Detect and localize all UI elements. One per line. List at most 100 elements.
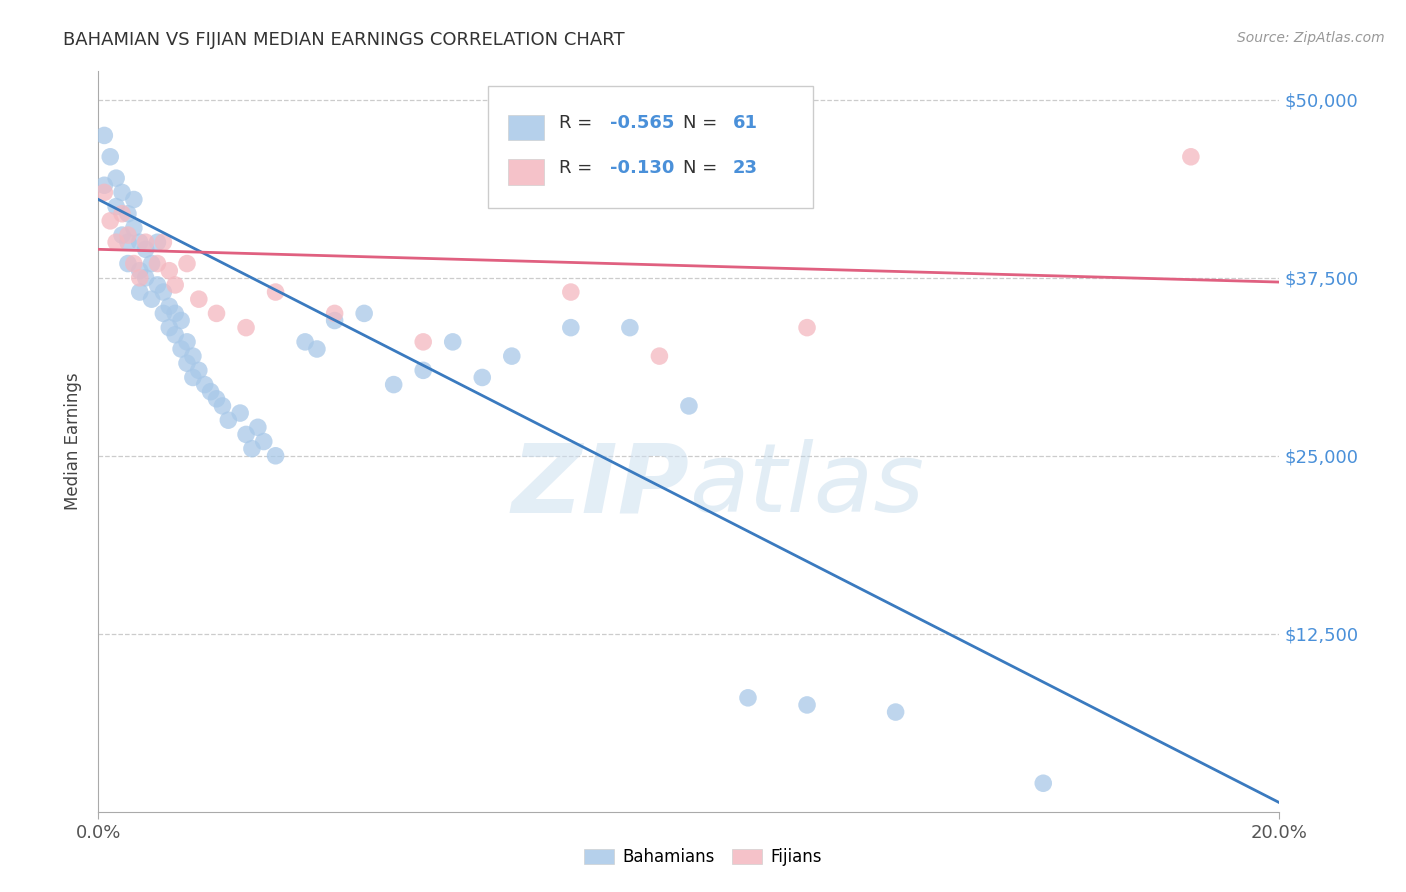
Point (152, 306, 174, 320)
Point (1180, 150, 1202, 164)
Point (117, 256, 139, 270)
Text: 61: 61 (733, 114, 758, 132)
Point (471, 370, 494, 384)
Point (211, 399, 233, 413)
Point (105, 235, 128, 250)
Legend: Bahamians, Fijians: Bahamians, Fijians (578, 842, 828, 873)
Point (412, 334, 434, 349)
Point (122, 221, 145, 235)
Point (353, 306, 375, 320)
Point (181, 370, 204, 384)
Point (117, 235, 139, 250)
Point (170, 342, 193, 356)
Point (264, 449, 287, 463)
Point (157, 320, 180, 334)
Point (181, 349, 204, 363)
Point (217, 413, 239, 427)
Point (165, 306, 187, 320)
Point (128, 270, 150, 285)
Point (93, 178, 115, 193)
Point (141, 292, 163, 306)
Point (98, 150, 121, 164)
Text: ZIP: ZIP (510, 440, 689, 533)
Y-axis label: Median Earnings: Median Earnings (65, 373, 83, 510)
Point (128, 285, 150, 299)
Point (93, 128, 115, 143)
Point (141, 256, 163, 270)
Point (176, 256, 198, 270)
Text: Source: ZipAtlas.com: Source: ZipAtlas.com (1237, 31, 1385, 45)
Point (560, 320, 582, 334)
Point (229, 406, 252, 420)
Point (796, 698, 818, 712)
FancyBboxPatch shape (488, 87, 813, 209)
Point (105, 200, 128, 214)
Point (264, 285, 287, 299)
Point (187, 292, 209, 306)
Text: 23: 23 (733, 159, 758, 177)
Point (93, 186, 115, 200)
Point (240, 442, 263, 456)
Point (412, 363, 434, 377)
Point (122, 256, 145, 270)
Text: -0.130: -0.130 (610, 159, 675, 177)
FancyBboxPatch shape (508, 115, 544, 140)
Point (165, 327, 187, 342)
Point (205, 392, 228, 406)
Point (135, 243, 157, 257)
Point (246, 420, 269, 434)
Point (200, 384, 222, 399)
Point (135, 235, 157, 250)
Point (176, 356, 198, 370)
Point (560, 285, 582, 299)
Point (105, 171, 128, 186)
Point (157, 299, 180, 313)
Text: N =: N = (683, 159, 723, 177)
Point (194, 377, 217, 392)
Text: N =: N = (683, 114, 723, 132)
Point (146, 235, 169, 250)
Point (253, 434, 276, 449)
Point (305, 342, 328, 356)
Point (170, 313, 193, 327)
Text: R =: R = (560, 114, 598, 132)
Point (619, 320, 641, 334)
Text: R =: R = (560, 159, 598, 177)
Point (128, 235, 150, 250)
Point (111, 207, 134, 221)
Point (323, 313, 346, 327)
Point (678, 399, 700, 413)
Point (128, 263, 150, 277)
Point (157, 263, 180, 277)
Point (235, 320, 257, 334)
Point (152, 285, 174, 299)
Text: atlas: atlas (689, 440, 924, 533)
Point (884, 705, 907, 719)
Point (111, 186, 134, 200)
Point (796, 320, 818, 334)
Point (205, 306, 228, 320)
Point (235, 427, 257, 442)
Point (146, 277, 169, 292)
Text: -0.565: -0.565 (610, 114, 675, 132)
Point (117, 228, 139, 243)
Point (501, 349, 523, 363)
Point (382, 377, 405, 392)
Point (135, 270, 157, 285)
Point (146, 256, 169, 270)
Point (176, 334, 198, 349)
Point (187, 363, 209, 377)
Point (165, 277, 187, 292)
Point (152, 235, 174, 250)
FancyBboxPatch shape (508, 160, 544, 185)
Point (1032, 776, 1054, 790)
Point (737, 690, 759, 705)
Point (111, 228, 134, 243)
Point (294, 334, 316, 349)
Point (648, 349, 671, 363)
Point (323, 306, 346, 320)
Point (122, 193, 145, 207)
Text: BAHAMIAN VS FIJIAN MEDIAN EARNINGS CORRELATION CHART: BAHAMIAN VS FIJIAN MEDIAN EARNINGS CORRE… (63, 31, 624, 49)
Point (441, 334, 464, 349)
Point (117, 207, 139, 221)
